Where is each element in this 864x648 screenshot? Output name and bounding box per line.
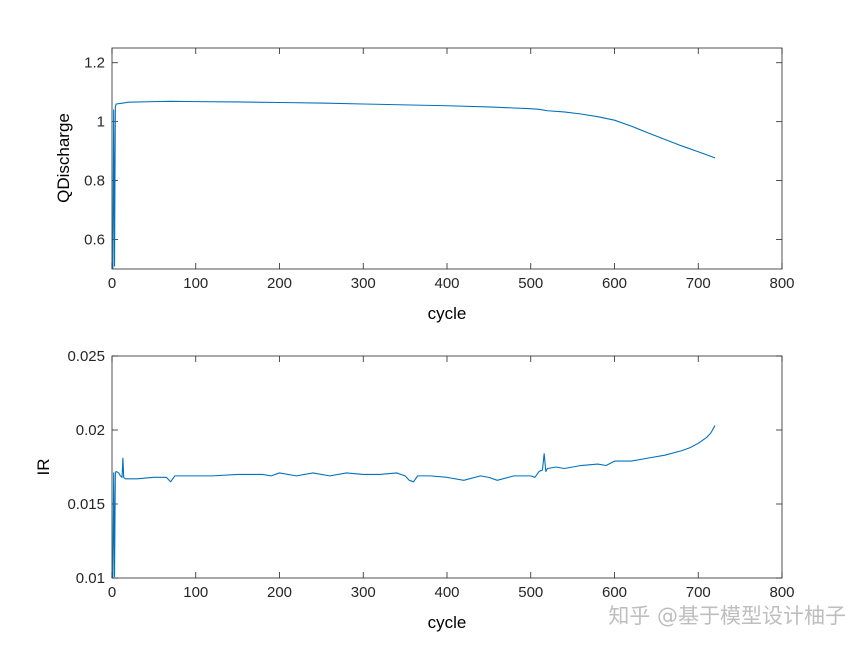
top-ylabel: QDischarge [54,113,73,203]
top-xtick-label: 300 [351,275,376,292]
top-axes: 0 100 200 300 400 500 600 700 800 0.6 0.8 1 1.2 cycl… [54,47,795,323]
bottom-xtick-label: 400 [434,584,459,601]
top-xtick-label: 600 [602,275,627,292]
top-ytick-label: 1 [97,114,105,131]
qdischarge-line [112,100,716,270]
top-xtick-label: 800 [769,275,794,292]
bottom-axes: 0 100 200 300 400 500 600 700 800 0.01 0.015 0.02 0.… [34,348,795,632]
top-xtick-label: 400 [434,275,459,292]
top-xtick-label: 500 [518,275,543,292]
bottom-xtick-label: 0 [108,584,116,601]
bottom-ytick-label: 0.02 [76,422,105,439]
top-xtick-label: 100 [183,275,208,292]
bottom-ticks: 0 100 200 300 400 500 600 700 800 0.01 0.015 0.02 0.… [67,348,794,601]
top-ytick-label: 0.8 [84,173,105,190]
top-ytick-label: 0.6 [84,232,105,249]
bottom-axes-frame [111,355,783,579]
top-xtick-label: 200 [267,275,292,292]
watermark: 知乎 @基于模型设计柚子 [608,604,846,628]
top-xtick-label: 700 [686,275,711,292]
ir-line [112,425,716,579]
top-ytick-label: 1.2 [84,55,105,72]
bottom-ylabel: IR [34,459,53,476]
bottom-xtick-label: 700 [686,584,711,601]
bottom-xtick-label: 100 [183,584,208,601]
bottom-xtick-label: 500 [518,584,543,601]
top-xlabel: cycle [428,304,467,323]
top-ticks: 0 100 200 300 400 500 600 700 800 0.6 0.8 1 1.2 [84,48,795,292]
bottom-ytick-label: 0.025 [67,348,105,365]
bottom-ytick-label: 0.015 [67,496,105,513]
bottom-xtick-label: 800 [769,584,794,601]
bottom-ytick-label: 0.01 [76,570,105,587]
top-axes-frame [111,47,783,270]
bottom-xtick-label: 600 [602,584,627,601]
bottom-xtick-label: 200 [267,584,292,601]
top-xtick-label: 0 [108,275,116,292]
bottom-xtick-label: 300 [351,584,376,601]
bottom-xlabel: cycle [428,613,467,632]
